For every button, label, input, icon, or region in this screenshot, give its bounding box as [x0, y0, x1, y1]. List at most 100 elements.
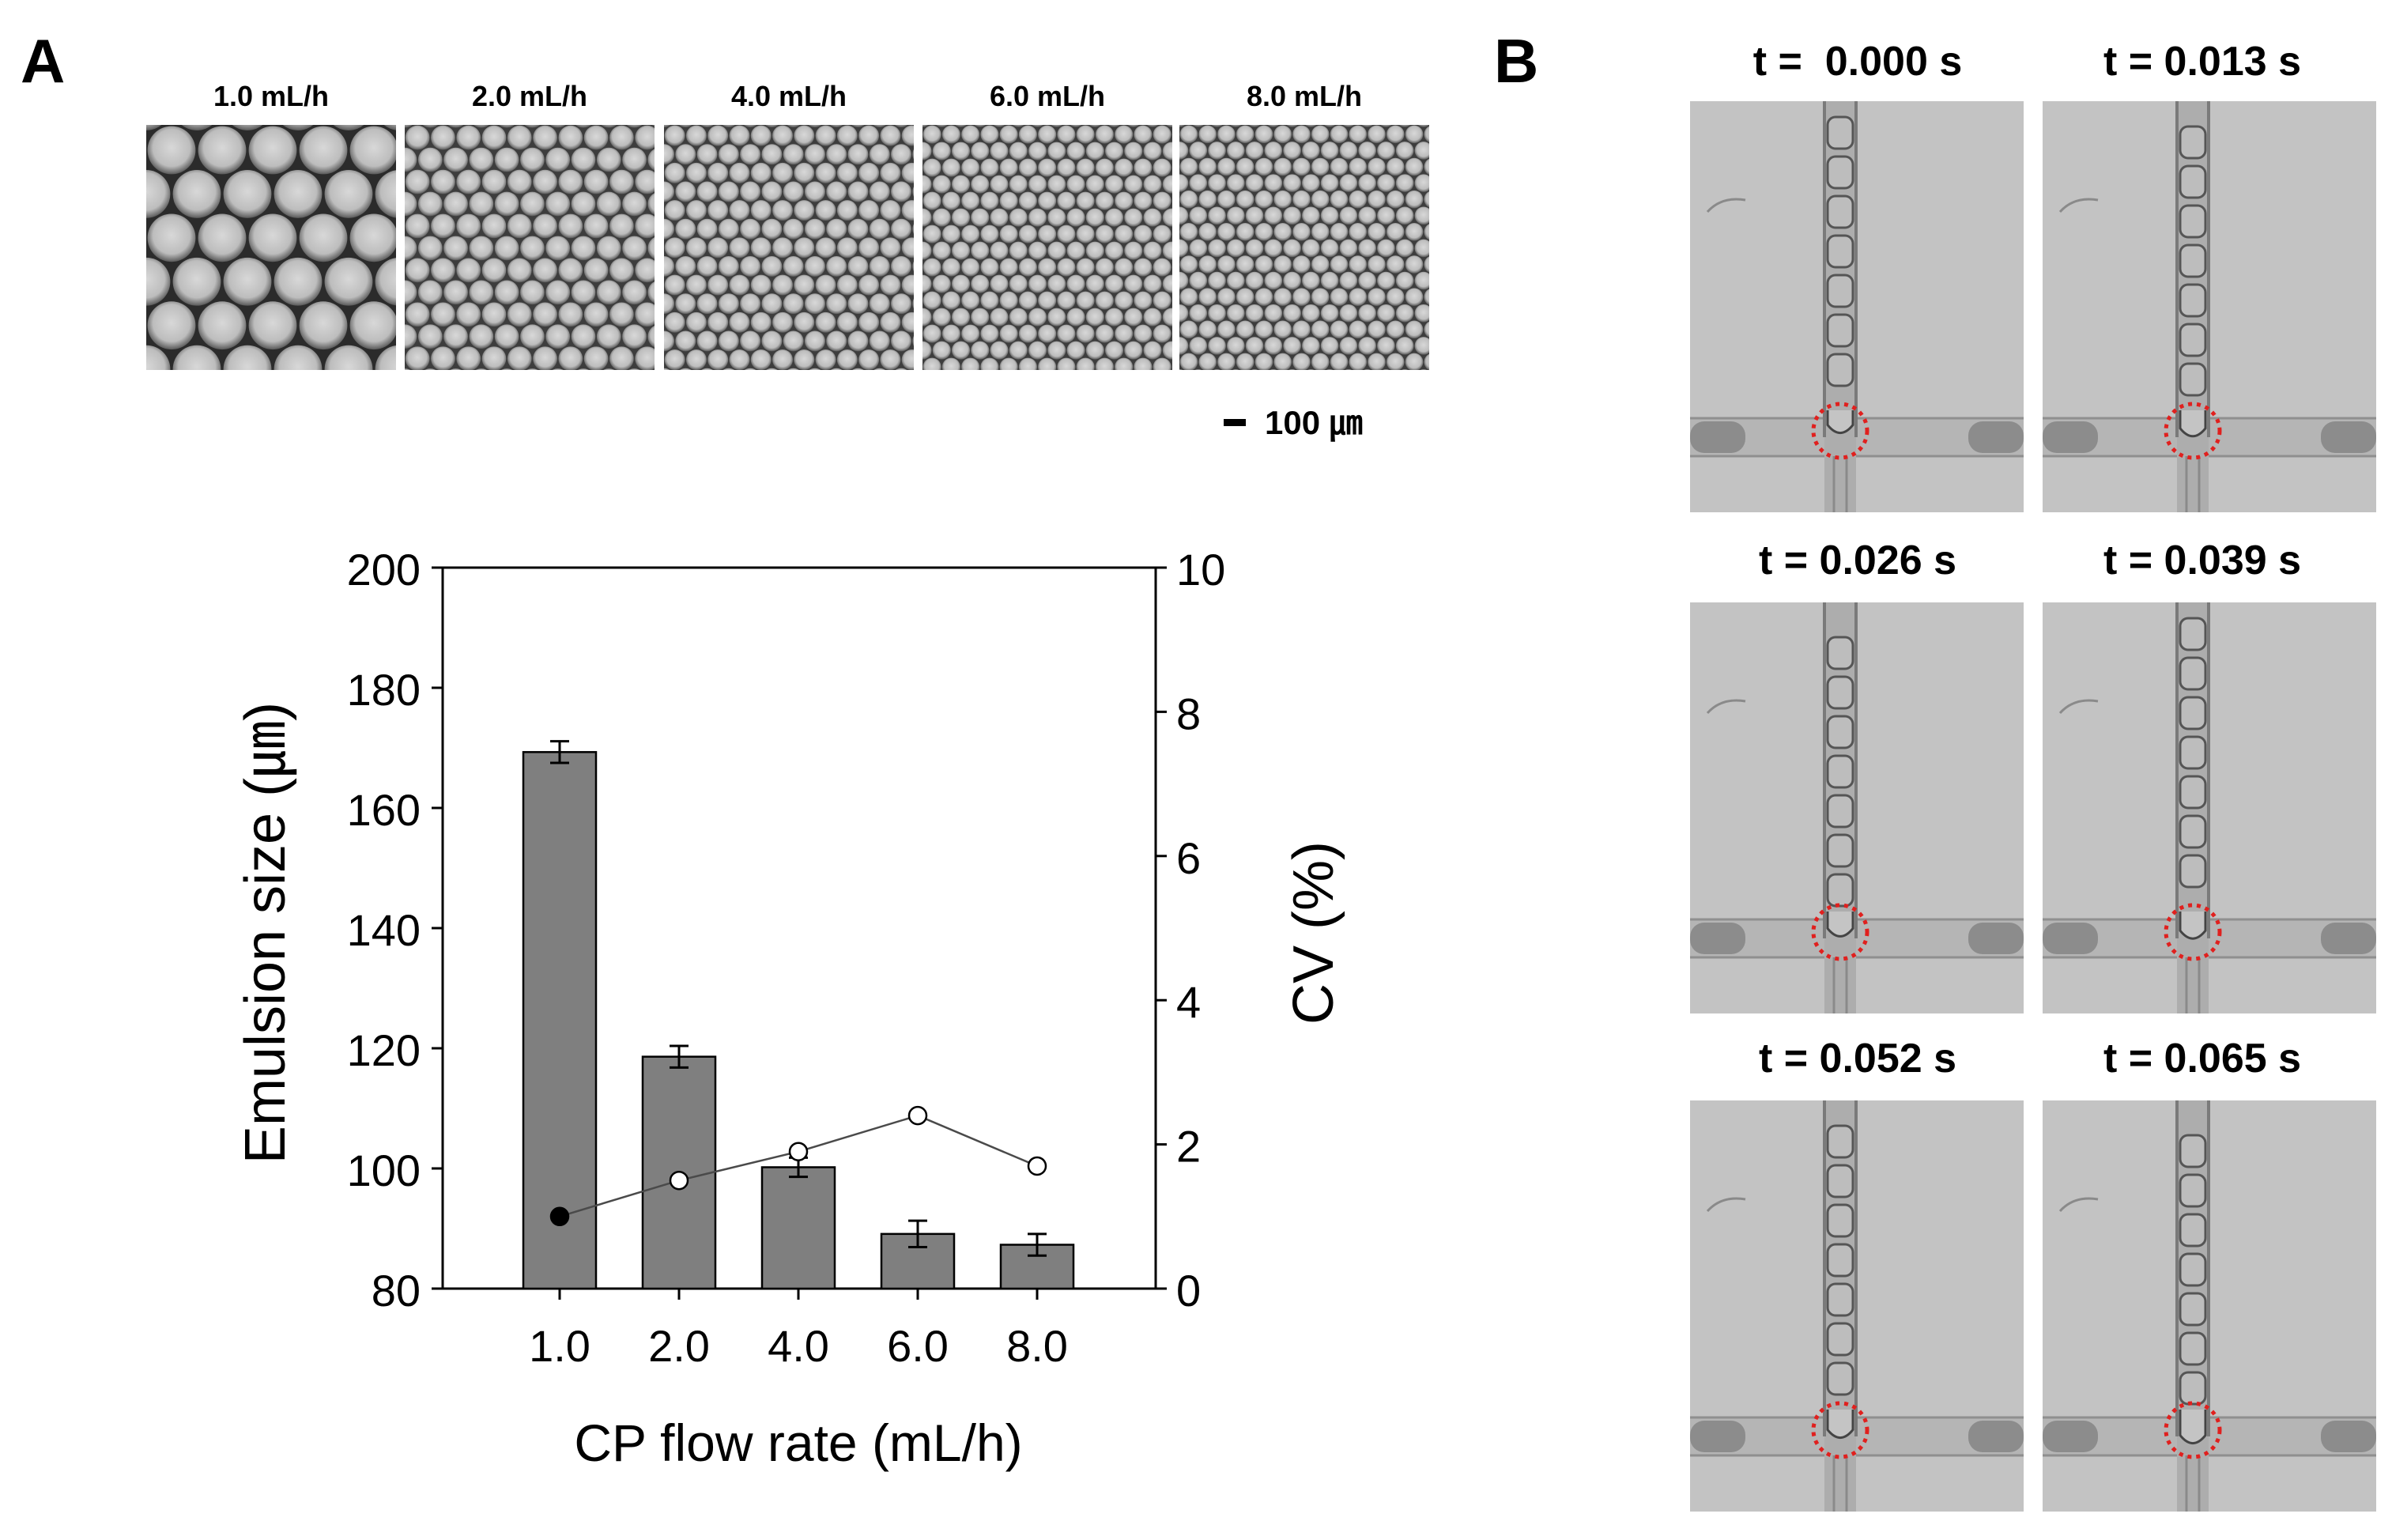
droplet — [1377, 174, 1395, 192]
droplet — [999, 357, 1018, 370]
highlight-circle — [1811, 1401, 1869, 1459]
droplet — [198, 213, 247, 262]
droplet — [858, 349, 880, 370]
droplet — [1115, 225, 1134, 243]
droplet — [1395, 206, 1414, 225]
y-tick-label: 120 — [347, 1025, 421, 1075]
droplet — [198, 126, 247, 175]
droplet — [1153, 357, 1171, 370]
droplet — [223, 170, 272, 218]
inlet-plug — [1968, 421, 2024, 453]
panel-a-label: A — [21, 26, 66, 96]
droplet — [1066, 142, 1085, 160]
droplet — [922, 357, 941, 370]
droplet — [1189, 174, 1208, 192]
micrograph-droplets — [1179, 125, 1429, 370]
emulsion-droplet — [1826, 715, 1854, 749]
y2-tick-label: 0 — [1176, 1266, 1201, 1315]
droplet — [1302, 142, 1320, 160]
droplet — [1076, 225, 1095, 243]
droplet — [1358, 239, 1376, 258]
droplet — [880, 237, 901, 259]
droplet — [696, 144, 718, 165]
droplet — [1153, 324, 1171, 343]
droplet — [1398, 125, 1411, 127]
droplet — [718, 330, 739, 352]
emulsion-droplet — [1826, 353, 1854, 387]
droplet — [1124, 208, 1143, 227]
droplet — [1179, 369, 1183, 370]
y-tick-label: 140 — [347, 905, 421, 955]
droplet — [405, 125, 430, 150]
droplet — [707, 311, 729, 333]
droplet — [901, 311, 914, 333]
droplet — [622, 147, 647, 172]
droplet — [1009, 308, 1028, 326]
droplet — [481, 169, 507, 194]
droplet — [761, 218, 783, 240]
droplet — [622, 191, 647, 217]
droplet — [609, 258, 634, 283]
droplet — [707, 200, 729, 221]
droplet — [1104, 175, 1124, 194]
droplet — [1208, 337, 1226, 355]
droplet — [912, 261, 914, 272]
droplet — [880, 349, 901, 370]
droplet — [1153, 258, 1171, 277]
droplet — [729, 162, 750, 183]
droplet — [664, 349, 685, 370]
droplet — [971, 274, 990, 293]
droplet — [1108, 125, 1120, 127]
droplet — [1057, 191, 1076, 210]
droplet — [603, 368, 615, 370]
droplet — [980, 258, 999, 277]
emulsion-size-chart: 80 100 120 140 160 180 200 0 2 4 6 8 10 1.0 2.0 4.0 6.0 8… — [234, 545, 1345, 1472]
droplet — [1226, 206, 1245, 225]
droplet — [836, 162, 858, 183]
droplet — [675, 144, 696, 165]
droplet — [1405, 353, 1424, 370]
panel-b-label: B — [1494, 26, 1539, 96]
droplet — [1236, 320, 1254, 339]
droplet — [1349, 255, 1368, 274]
droplet — [772, 125, 793, 146]
droplet — [794, 349, 815, 370]
droplet — [1349, 190, 1368, 209]
droplet — [951, 341, 971, 360]
droplet — [1085, 341, 1104, 360]
droplet — [804, 144, 825, 165]
droplet — [941, 258, 960, 277]
time-label: t = 0.026 s — [1758, 538, 1957, 583]
droplet — [990, 308, 1009, 326]
droplet — [1066, 341, 1085, 360]
droplet — [951, 274, 971, 293]
droplet — [601, 125, 617, 128]
y2-axis-label: CV (%) — [1282, 841, 1345, 1025]
droplet — [417, 147, 443, 172]
droplet — [571, 280, 596, 305]
droplet — [990, 208, 1009, 227]
droplet — [1217, 157, 1236, 176]
droplet — [1047, 175, 1066, 194]
droplet — [431, 213, 455, 239]
droplet — [1047, 341, 1066, 360]
droplet — [951, 208, 971, 227]
droplet — [1330, 223, 1349, 241]
high-speed-frame — [1690, 602, 2024, 1013]
micrograph-label: 4.0 mL/h — [730, 80, 847, 112]
droplet — [696, 218, 718, 240]
micrograph-droplets — [405, 125, 655, 370]
droplet — [417, 191, 443, 217]
droplet — [1143, 274, 1162, 293]
droplet — [1358, 206, 1376, 225]
droplet — [761, 256, 783, 277]
droplet — [1009, 175, 1028, 194]
droplet — [1047, 142, 1066, 160]
droplet — [1248, 125, 1261, 127]
droplet — [1236, 255, 1254, 274]
droplet — [1162, 274, 1172, 293]
frame-drawing — [1690, 602, 2024, 1013]
droplet — [431, 258, 455, 283]
droplet — [583, 302, 609, 327]
droplet — [431, 346, 455, 370]
